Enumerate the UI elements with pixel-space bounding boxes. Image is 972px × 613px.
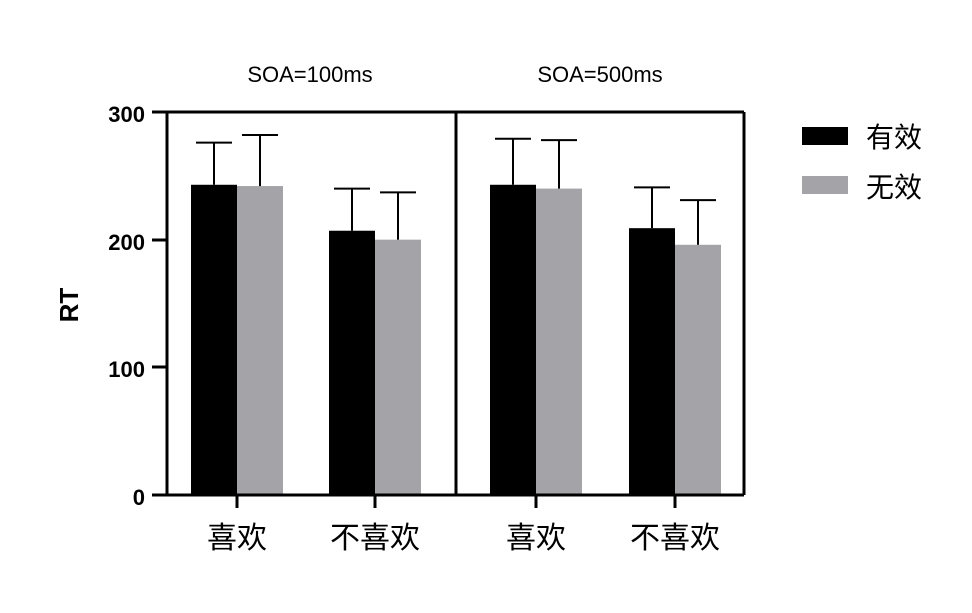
legend-label-valid: 有效 (866, 121, 922, 154)
bar-p1-c1-s2 (237, 186, 283, 495)
category-label-p2-like: 喜欢 (506, 521, 566, 556)
bar-p1-c1-s1 (191, 184, 237, 495)
category-label-p1-like: 喜欢 (207, 521, 267, 556)
category-label-p2-dislike: 不喜欢 (630, 521, 720, 556)
legend-swatch-invalid (802, 176, 848, 194)
bar-p1-c2-s1 (329, 230, 375, 496)
y-tick-label-100: 100 (108, 357, 145, 382)
bar-p2-c2-s1 (629, 228, 675, 495)
category-label-p1-dislike: 不喜欢 (330, 521, 420, 556)
bar-p1-c2-s2 (375, 239, 421, 495)
y-axis-label: RT (54, 288, 84, 323)
legend-label-invalid: 无效 (866, 171, 922, 204)
legend-swatch-valid (802, 127, 848, 145)
y-tick-label-0: 0 (133, 485, 145, 510)
bar-p2-c1-s2 (536, 188, 582, 495)
panel-title-2: SOA=500ms (537, 62, 662, 87)
y-tick-label-300: 300 (108, 102, 145, 127)
bar-p2-c2-s2 (675, 244, 721, 495)
bar-p2-c1-s1 (490, 184, 536, 495)
y-tick-label-200: 200 (108, 230, 145, 255)
panel-title-1: SOA=100ms (247, 62, 372, 87)
